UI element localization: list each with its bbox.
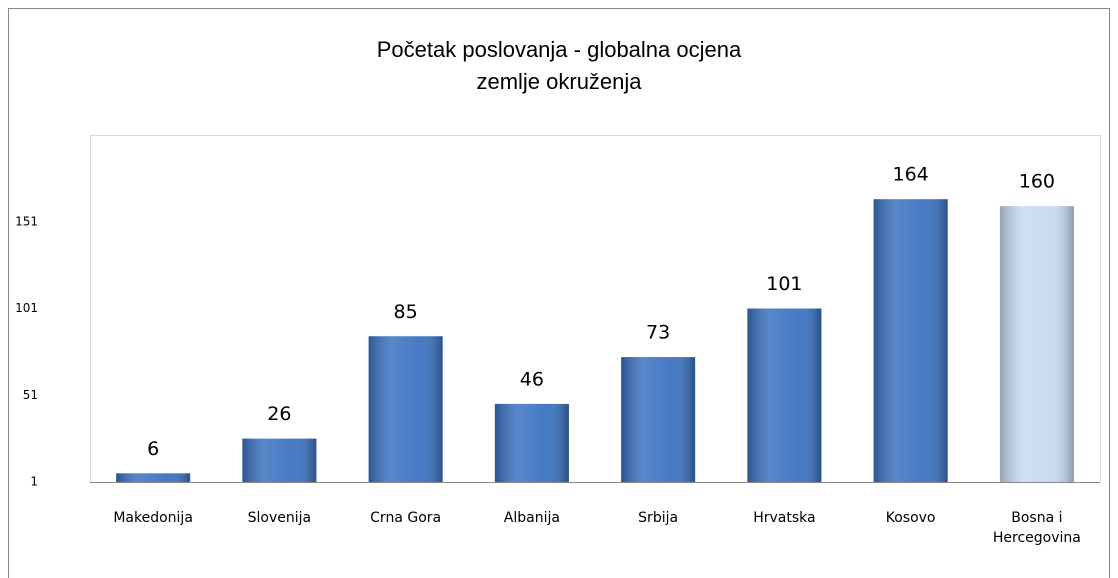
- y-tick-label: 151: [15, 214, 38, 228]
- data-label: 85: [394, 301, 418, 323]
- x-tick-label: Bosna i Hercegovina: [992, 510, 1081, 546]
- data-label: 160: [1019, 171, 1055, 193]
- data-label: 6: [147, 438, 159, 460]
- x-tick-label: Crna Gora: [370, 510, 442, 526]
- data-label: 26: [267, 403, 291, 425]
- bar-shade: [621, 357, 696, 482]
- bar-shade: [116, 473, 191, 482]
- x-tick-label: Albanija: [503, 510, 560, 526]
- data-label: 164: [892, 164, 928, 186]
- chart-title: Početak poslovanja - globalna ocjena zem…: [376, 37, 742, 94]
- data-label: 46: [520, 368, 544, 390]
- bar-shade: [494, 403, 569, 482]
- plot-area: [90, 135, 1101, 483]
- x-tick-label: Kosovo: [885, 510, 936, 526]
- y-tick-label: 1: [30, 475, 38, 489]
- bar-shade: [368, 336, 443, 482]
- bar-shade: [747, 308, 822, 482]
- x-tick-label: Makedonija: [113, 510, 193, 526]
- bar-shade: [999, 206, 1074, 482]
- y-tick-label: 51: [23, 388, 38, 402]
- data-label: 73: [646, 322, 670, 344]
- x-tick-label: Hrvatska: [753, 510, 816, 526]
- y-tick-label: 101: [15, 301, 38, 315]
- x-tick-label: Slovenija: [247, 510, 312, 526]
- data-label: 101: [766, 273, 802, 295]
- bar-shade: [242, 438, 317, 482]
- bar-shade: [873, 199, 948, 482]
- x-tick-label: Srbija: [638, 510, 679, 526]
